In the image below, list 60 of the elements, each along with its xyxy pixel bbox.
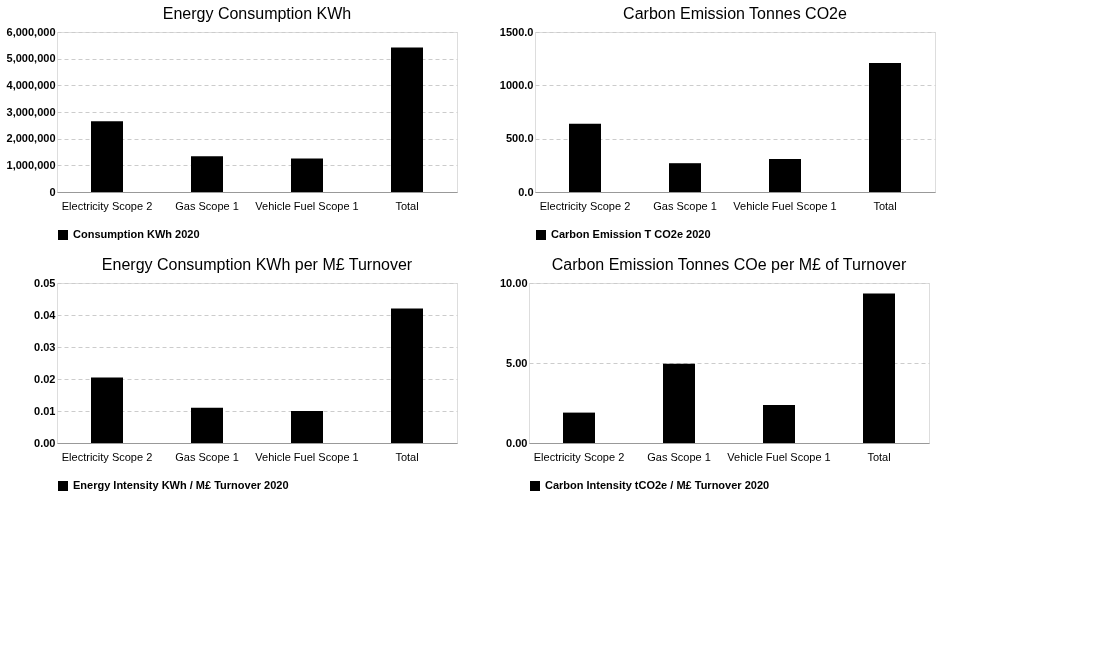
y-tick-label: 1000.0	[499, 78, 534, 91]
y-tick-label: 0.04	[34, 308, 57, 321]
bar	[763, 405, 795, 443]
bar	[863, 293, 895, 443]
y-tick-label: 0.00	[34, 436, 56, 449]
bar	[563, 412, 595, 443]
bar	[291, 158, 323, 192]
chart-title: Energy Consumption KWh	[162, 5, 352, 22]
x-tick-label: Vehicle Fuel Scope 1	[255, 199, 359, 212]
bar	[291, 411, 323, 443]
y-tick-label: 0.03	[34, 340, 56, 353]
x-tick-label: Total	[867, 450, 891, 463]
y-tick-label: 0	[49, 185, 56, 198]
x-tick-label: Vehicle Fuel Scope 1	[727, 450, 831, 463]
chart-title: Carbon Emission Tonnes COe per M£ of Turnover	[551, 256, 907, 273]
bar	[869, 62, 901, 192]
x-tick-label: Electricity Scope 2	[533, 450, 625, 463]
legend-label: Carbon Intensity tCO2e / M£ Turnover 2020	[545, 479, 770, 491]
y-tick-label: 4,000,000	[6, 78, 56, 91]
chart-title: Carbon Emission Tonnes CO2e	[623, 5, 848, 22]
x-tick-label: Electricity Scope 2	[539, 199, 631, 212]
x-tick-label: Total	[395, 450, 419, 463]
y-tick-label: 1500.0	[499, 25, 534, 38]
bar	[663, 363, 695, 443]
x-tick-label: Vehicle Fuel Scope 1	[255, 450, 359, 463]
bar	[391, 308, 423, 443]
y-tick-label: 0.0	[518, 185, 534, 198]
y-tick-label: 2,000,000	[6, 132, 56, 145]
y-tick-label: 0.05	[34, 276, 56, 289]
y-tick-label: 0.00	[506, 436, 528, 449]
x-tick-label: Gas Scope 1	[175, 450, 239, 463]
legend-label: Carbon Emission T CO2e 2020	[551, 228, 711, 240]
y-tick-label: 0.02	[34, 372, 56, 385]
x-tick-label: Vehicle Fuel Scope 1	[733, 199, 837, 212]
legend-label: Energy Intensity KWh / M£ Turnover 2020	[73, 479, 289, 491]
y-tick-label: 10.00	[499, 276, 528, 289]
y-tick-label: 1,000,000	[6, 158, 56, 171]
bar	[769, 158, 801, 192]
y-tick-label: 3,000,000	[6, 105, 56, 118]
chart-title: Energy Consumption KWh per M£ Turnover	[101, 256, 413, 273]
y-tick-label: 5,000,000	[6, 52, 56, 65]
legend-label: Consumption KWh 2020	[73, 228, 200, 240]
x-tick-label: Total	[395, 199, 419, 212]
x-tick-label: Total	[873, 199, 897, 212]
x-tick-label: Gas Scope 1	[647, 450, 711, 463]
bar	[569, 123, 601, 192]
y-tick-label: 6,000,000	[6, 25, 56, 38]
bar	[91, 377, 123, 443]
bar	[669, 163, 701, 192]
x-tick-label: Electricity Scope 2	[61, 450, 153, 463]
y-tick-label: 5.00	[506, 356, 528, 369]
bar	[391, 47, 423, 192]
bar	[91, 121, 123, 192]
x-tick-label: Gas Scope 1	[175, 199, 239, 212]
bar	[191, 407, 223, 443]
x-tick-label: Electricity Scope 2	[61, 199, 153, 212]
y-tick-label: 500.0	[505, 132, 534, 145]
bar	[191, 156, 223, 192]
x-tick-label: Gas Scope 1	[653, 199, 717, 212]
y-tick-label: 0.01	[34, 404, 56, 417]
